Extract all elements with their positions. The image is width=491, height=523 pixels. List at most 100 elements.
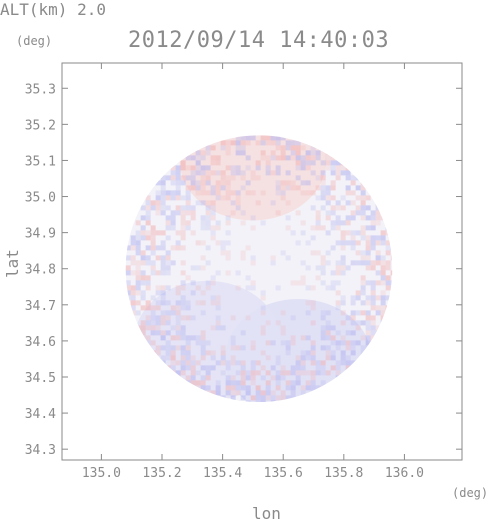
field-cell xyxy=(320,170,326,176)
field-cell xyxy=(190,185,196,191)
field-cell xyxy=(245,165,251,171)
field-cell xyxy=(205,370,211,376)
field-cell xyxy=(280,180,286,186)
field-cell xyxy=(350,295,356,301)
field-cell xyxy=(125,280,131,286)
field-cell xyxy=(205,205,211,211)
field-cell xyxy=(200,170,206,176)
y-tick-label: 34.7 xyxy=(25,299,56,314)
field-cell xyxy=(305,155,311,161)
field-cell xyxy=(380,325,386,331)
field-cell xyxy=(175,190,181,196)
field-cell xyxy=(180,325,186,331)
field-cell xyxy=(330,155,336,161)
field-cell xyxy=(225,400,231,403)
x-axis-label: lon xyxy=(252,504,281,523)
field-cell xyxy=(235,195,241,201)
field-cell xyxy=(365,260,371,266)
field-cell xyxy=(210,390,216,396)
field-cell xyxy=(360,200,366,206)
field-cell xyxy=(200,355,206,361)
field-cell xyxy=(345,230,351,236)
field-cell xyxy=(185,345,191,351)
field-cell xyxy=(325,150,331,156)
field-cell xyxy=(275,180,281,186)
field-cell xyxy=(300,355,306,361)
field-cell xyxy=(190,335,196,341)
field-cell xyxy=(190,365,196,371)
field-cell xyxy=(335,265,341,271)
field-cell xyxy=(310,225,316,231)
field-cell xyxy=(165,235,171,241)
field-cell xyxy=(250,345,256,351)
field-cell xyxy=(295,140,301,146)
field-cell xyxy=(270,400,276,403)
field-cell xyxy=(285,345,291,351)
field-cell xyxy=(325,310,331,316)
field-cell xyxy=(370,285,376,291)
field-cell xyxy=(165,220,171,226)
field-cell xyxy=(255,370,261,376)
field-cell xyxy=(360,205,366,211)
field-cell xyxy=(295,175,301,181)
field-cell xyxy=(235,150,241,156)
field-cell xyxy=(200,350,206,356)
field-cell xyxy=(140,205,146,211)
field-cell xyxy=(375,255,381,261)
field-cell xyxy=(300,370,306,376)
field-cell xyxy=(330,340,336,346)
field-cell xyxy=(220,175,226,181)
field-cell xyxy=(155,315,161,321)
field-cell xyxy=(380,280,386,286)
field-cell xyxy=(215,300,221,306)
field-cell xyxy=(150,230,156,236)
field-cell xyxy=(145,315,151,321)
x-tick-label: 135.8 xyxy=(324,466,363,481)
field-cell xyxy=(260,150,266,156)
field-cell xyxy=(330,350,336,356)
field-cell xyxy=(355,175,361,181)
field-cell xyxy=(225,390,231,396)
field-cell xyxy=(300,335,306,341)
field-cell xyxy=(170,210,176,216)
field-cell xyxy=(270,260,276,266)
field-cell xyxy=(140,235,146,241)
field-cell xyxy=(205,390,211,396)
field-cell xyxy=(275,155,281,161)
field-cell xyxy=(200,330,206,336)
field-cell xyxy=(355,310,361,316)
field-cell xyxy=(320,345,326,351)
field-cell xyxy=(225,250,231,256)
field-cell xyxy=(365,295,371,301)
field-cell xyxy=(240,380,246,386)
field-cell xyxy=(150,260,156,266)
field-cell xyxy=(295,185,301,191)
field-cell xyxy=(230,340,236,346)
field-cell xyxy=(135,300,141,306)
field-cell xyxy=(310,390,316,396)
field-cell xyxy=(325,200,331,206)
field-cell xyxy=(300,350,306,356)
field-cell xyxy=(265,320,271,326)
field-cell xyxy=(230,345,236,351)
field-cell xyxy=(380,235,386,241)
field-cell xyxy=(315,195,321,201)
field-cell xyxy=(205,280,211,286)
field-cell xyxy=(140,325,146,331)
field-cell xyxy=(205,285,211,291)
field-cell xyxy=(290,380,296,386)
field-cell xyxy=(170,360,176,366)
field-cell xyxy=(130,260,136,266)
field-cell xyxy=(155,325,161,331)
field-cell xyxy=(145,195,151,201)
field-cell xyxy=(140,230,146,236)
field-cell xyxy=(180,220,186,226)
field-cell xyxy=(180,280,186,286)
field-cell xyxy=(140,260,146,266)
field-cell xyxy=(270,170,276,176)
field-cell xyxy=(365,225,371,231)
field-cell xyxy=(210,225,216,231)
field-cell xyxy=(250,375,256,381)
field-cell xyxy=(335,345,341,351)
field-cell xyxy=(285,255,291,261)
